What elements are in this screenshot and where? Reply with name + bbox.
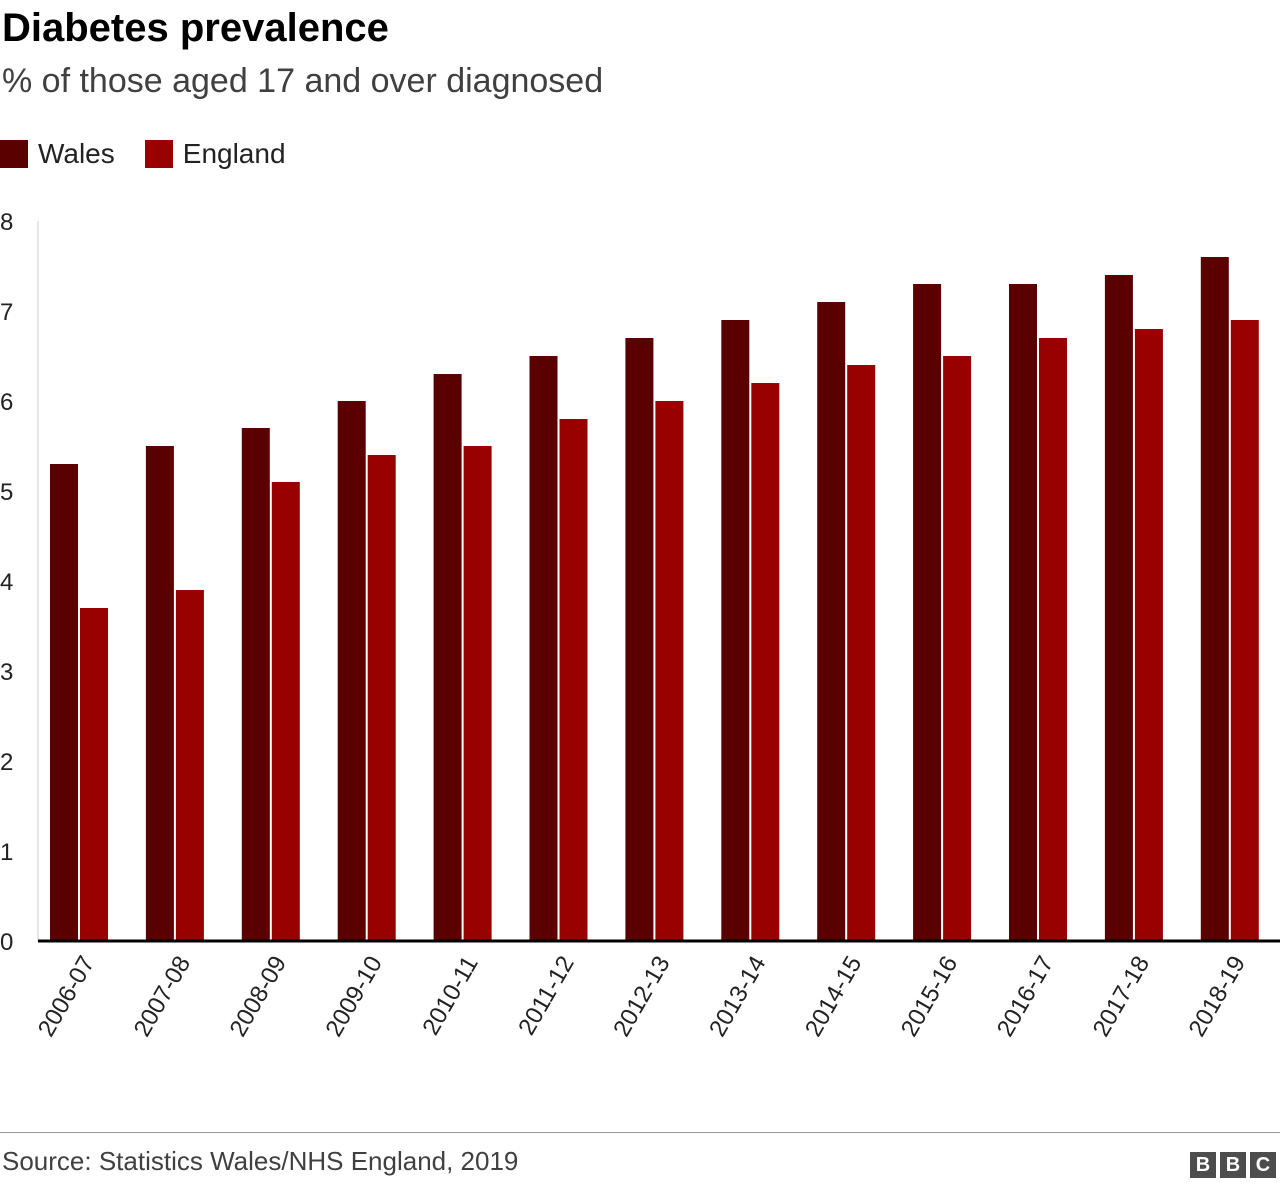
x-tick-label: 2011-12 <box>513 952 580 1040</box>
bar-england <box>751 383 780 941</box>
x-tick-label: 2016-17 <box>992 952 1059 1042</box>
bar-wales <box>625 338 654 941</box>
bar-wales <box>817 302 846 941</box>
bar-wales <box>913 284 942 941</box>
bar-england <box>1039 338 1067 941</box>
x-tick-label: 2014-15 <box>800 952 867 1042</box>
bar-wales <box>529 356 558 941</box>
bar-wales <box>241 428 270 941</box>
bar-england <box>559 419 588 941</box>
chart-title: Diabetes prevalence <box>2 6 389 50</box>
y-tick-label: 4 <box>0 569 13 596</box>
y-tick-label: 0 <box>0 929 13 956</box>
x-tick-label: 2006-07 <box>33 952 100 1042</box>
x-tick-label: 2008-09 <box>225 952 292 1042</box>
bar-wales <box>1009 284 1037 941</box>
legend-label-england: England <box>182 138 286 169</box>
x-tick-label: 2017-18 <box>1088 952 1155 1042</box>
bar-england <box>80 608 108 941</box>
y-tick-label: 7 <box>0 299 13 326</box>
bar-chart: 0 1 2 3 4 5 6 7 8 2006-07 2007-08 2008-09 2009-10 201… <box>0 209 1280 1042</box>
bar-wales <box>433 374 462 941</box>
y-tick-label: 8 <box>0 209 13 236</box>
x-tick-label: 2015-16 <box>896 952 963 1042</box>
bar-wales <box>145 446 174 941</box>
source-note: Source: Statistics Wales/NHS England, 20… <box>2 1146 519 1176</box>
x-tick-label: 2013-14 <box>704 952 771 1042</box>
bar-england <box>1230 320 1259 941</box>
x-tick-label: 2012-13 <box>608 952 675 1042</box>
y-tick-label: 3 <box>0 659 13 686</box>
bar-england <box>463 446 492 941</box>
x-tick-label: 2007-08 <box>129 952 196 1042</box>
legend-item-wales: Wales <box>0 138 115 170</box>
legend-label-wales: Wales <box>38 138 115 169</box>
bar-england <box>847 365 876 941</box>
bar-wales <box>337 401 366 941</box>
bar-wales <box>721 320 750 941</box>
bar-england <box>655 401 684 941</box>
y-tick-label: 2 <box>0 749 13 776</box>
legend-swatch-wales <box>0 140 28 168</box>
y-tick-label: 6 <box>0 389 13 416</box>
x-tick-label: 2009-10 <box>320 952 387 1042</box>
bar-wales <box>1200 257 1229 941</box>
bar-england <box>175 590 204 941</box>
bar-england <box>1134 329 1163 941</box>
footer-divider <box>0 1132 1280 1133</box>
y-tick-label: 5 <box>0 479 13 506</box>
bar-england <box>367 455 396 941</box>
bar-england <box>943 356 972 941</box>
bar-england <box>271 482 300 941</box>
x-tick-label: 2010-11 <box>417 952 484 1040</box>
legend: Wales England <box>0 138 286 170</box>
y-tick-label: 1 <box>0 839 13 866</box>
chart-subtitle: % of those aged 17 and over diagnosed <box>2 62 604 100</box>
bar-wales <box>1104 275 1133 941</box>
legend-item-england: England <box>144 138 286 170</box>
legend-swatch-england <box>144 140 173 168</box>
bar-wales <box>50 464 78 941</box>
x-tick-label: 2018-19 <box>1184 952 1251 1042</box>
